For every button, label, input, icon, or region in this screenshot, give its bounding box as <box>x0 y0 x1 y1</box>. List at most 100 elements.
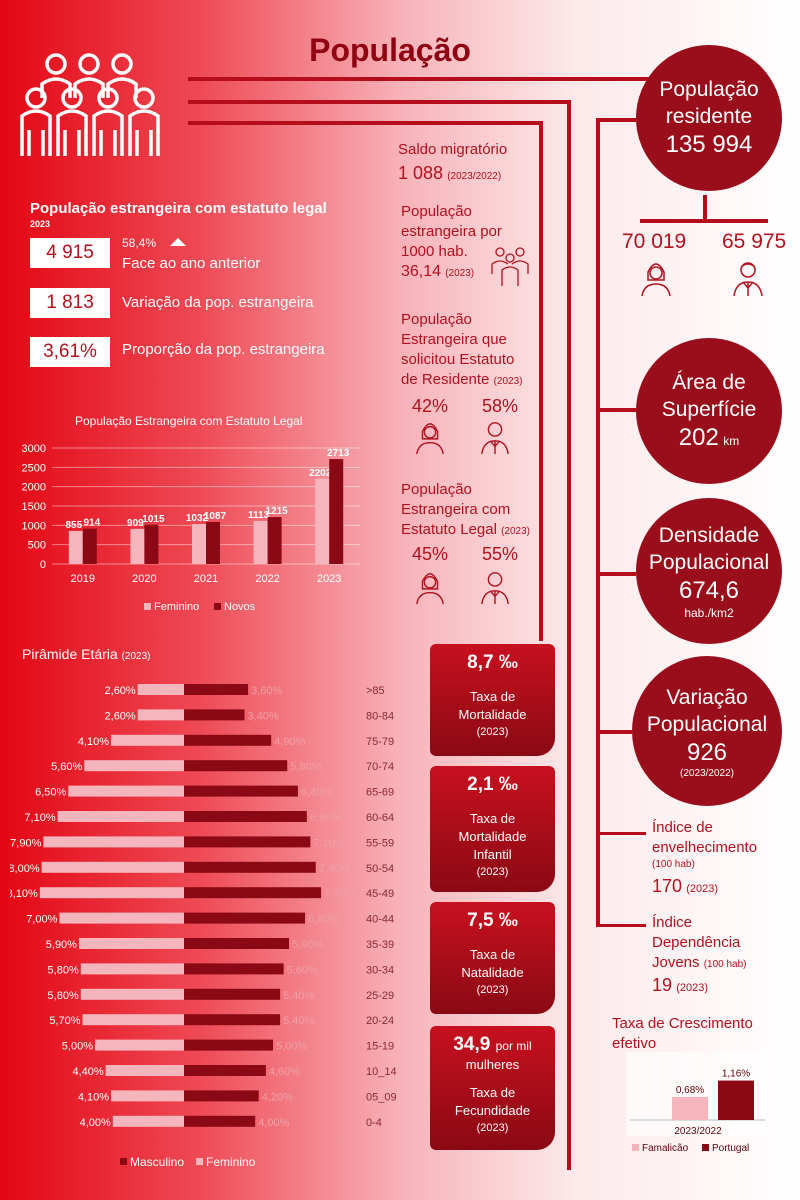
bar-novos <box>329 459 344 564</box>
connector-line <box>596 118 600 926</box>
legend-label: Masculino <box>130 1155 184 1169</box>
age-group-label: 10_14 <box>366 1066 397 1078</box>
card-label: Mortalidade <box>458 707 527 722</box>
age-group-label: 55-59 <box>366 837 394 849</box>
age-group-label: 50-54 <box>366 863 394 875</box>
connector-line <box>539 121 543 641</box>
area-circle: Área de Superfície 202 km <box>636 338 782 484</box>
foreign-variation-box: 1 813 <box>30 288 110 318</box>
pyramid-bar-masculino <box>184 811 307 822</box>
bar-feminino <box>315 478 330 564</box>
pyramid-bar-feminino <box>111 734 184 746</box>
pyramid-bar-masculino <box>184 1039 273 1051</box>
legend-label: Famalicão <box>642 1143 689 1154</box>
legend-swatch-famalicao <box>632 1144 639 1151</box>
pyramid-bar-feminino <box>137 709 184 721</box>
pyramid-label-masculino: 7,10% <box>313 837 344 849</box>
pyramid-label-masculino: 4,00% <box>258 1117 289 1129</box>
x-tick-label: 2019 <box>71 573 95 585</box>
page-title: População <box>309 32 471 68</box>
pyramid-label-masculino: 5,40% <box>283 1015 314 1027</box>
info-year: (2023) <box>501 526 530 537</box>
female-icon <box>641 263 671 297</box>
info-label: Estrangeira com <box>401 501 511 518</box>
connector-line <box>596 832 646 835</box>
circle-label: Superfície <box>661 398 757 421</box>
card-value: 7,5 ‰ <box>467 910 518 931</box>
pyramid-bar-feminino <box>43 836 184 848</box>
pyramid-label-feminino: 5,00% <box>62 1041 93 1053</box>
card-label: Taxa de <box>469 947 516 962</box>
y-tick-label: 2500 <box>22 462 46 474</box>
bar-feminino <box>253 520 268 564</box>
age-group-label: 45-49 <box>366 888 394 900</box>
circle-label: Área de <box>672 371 746 394</box>
legend-swatch-portugal <box>702 1144 709 1151</box>
pyramid-bar-masculino <box>184 1014 281 1026</box>
pyramid-label-feminino: 7,00% <box>26 914 57 926</box>
pyramid-label-masculino: 3,60% <box>251 685 282 697</box>
info-label: de Residente <box>401 371 490 388</box>
card-label: Mortalidade <box>458 829 527 844</box>
y-tick-label: 3000 <box>22 443 46 455</box>
x-tick-label: 2021 <box>194 573 218 585</box>
legend-swatch <box>196 1158 203 1165</box>
circle-value: 135 994 <box>665 131 753 158</box>
info-label: Índice <box>652 914 693 931</box>
legend-swatch <box>120 1158 127 1165</box>
info-sub: (100 hab) <box>652 859 695 870</box>
pyramid-title-text: Pirâmide Etária <box>22 646 118 662</box>
info-label: População <box>401 203 472 220</box>
pyramid-label-feminino: 4,10% <box>78 736 109 748</box>
pyramid-label-masculino: 6,90% <box>310 812 341 824</box>
info-label: envelhecimento <box>652 839 758 856</box>
connector-line <box>188 121 543 125</box>
data-label: 2713 <box>327 448 350 459</box>
population-resident-circle: População residente 135 994 <box>636 45 782 191</box>
pyramid-label-feminino: 4,00% <box>80 1117 111 1129</box>
circle-label: Populacional <box>646 712 768 736</box>
growth-bar-famalicao <box>672 1096 708 1120</box>
pyramid-label-masculino: 5,40% <box>283 990 314 1002</box>
pyramid-bar-feminino <box>57 811 185 822</box>
pyramid-bar-feminino <box>137 684 184 695</box>
info-value: 170 <box>652 876 683 896</box>
mortality-rate-card: 8,7 ‰ Taxa de Mortalidade (2023) <box>430 644 555 756</box>
legal-status-population: População Estrangeira com Estatuto Legal… <box>401 480 530 542</box>
connector-line <box>596 118 636 122</box>
y-tick-label: 0 <box>40 559 46 571</box>
female-icon <box>416 573 444 605</box>
card-label: Taxa de <box>469 689 516 704</box>
pyramid-label-masculino: 6,80% <box>308 914 339 926</box>
y-tick-label: 1000 <box>22 520 46 532</box>
connector-line <box>188 100 571 104</box>
pyramid-bar-feminino <box>82 1014 184 1026</box>
pyramid-label-masculino: 5,00% <box>276 1041 307 1053</box>
card-value: 34,9 <box>453 1034 491 1055</box>
pyramid-label-feminino: 4,10% <box>78 1091 109 1103</box>
legal-female-pct: 45% <box>412 544 449 564</box>
foreign-proportion-box: 3,61% <box>30 337 110 367</box>
pyramid-bar-feminino <box>41 861 184 873</box>
growth-data-label: 0,68% <box>676 1085 704 1096</box>
aging-index: Índice de envelhecimento (100 hab) 170 (… <box>652 818 757 899</box>
population-variation-circle: Variação Populacional 926 (2023/2022) <box>632 656 782 806</box>
female-icon <box>416 423 444 455</box>
youth-dependency-index: Índice Dependência Jovens (100 hab) 19 (… <box>652 913 747 998</box>
foreign-chart-title: População Estrangeira com Estatuto Legal <box>75 414 303 428</box>
card-year: (2023) <box>476 984 509 996</box>
pyramid-bar-feminino <box>95 1039 184 1051</box>
pyramid-bar-masculino <box>184 785 298 797</box>
people-group-icon <box>20 53 160 156</box>
pyramid-bar-feminino <box>105 1065 184 1076</box>
group-icon <box>491 247 529 286</box>
legend-label: Feminino <box>154 601 199 613</box>
circle-label: residente <box>665 105 753 128</box>
pyramid-bar-masculino <box>184 760 288 772</box>
bar-novos <box>206 521 220 564</box>
foreign-pct: 58,4% <box>122 236 157 250</box>
data-label: 1032 <box>186 513 209 524</box>
connector-line <box>596 924 646 927</box>
migration-value: 1 088 <box>398 163 444 183</box>
circle-label: Variação <box>666 685 748 709</box>
